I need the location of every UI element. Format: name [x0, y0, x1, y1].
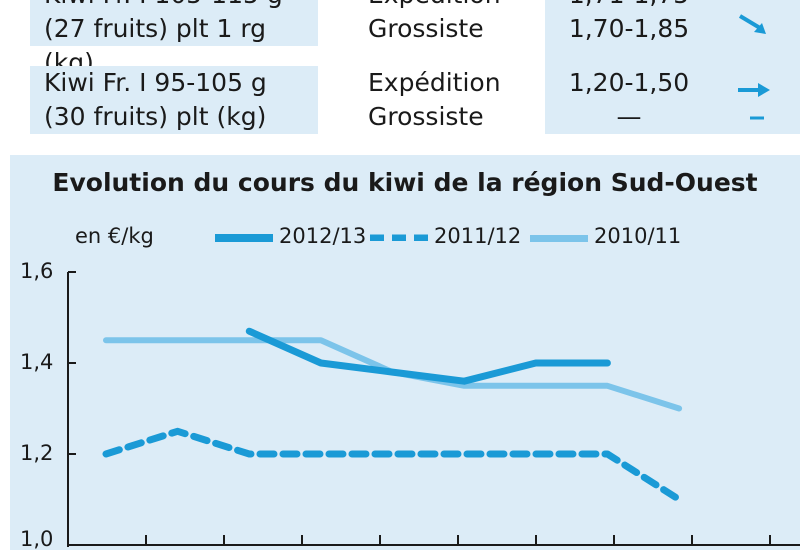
series-line-2011-12: [106, 431, 679, 499]
